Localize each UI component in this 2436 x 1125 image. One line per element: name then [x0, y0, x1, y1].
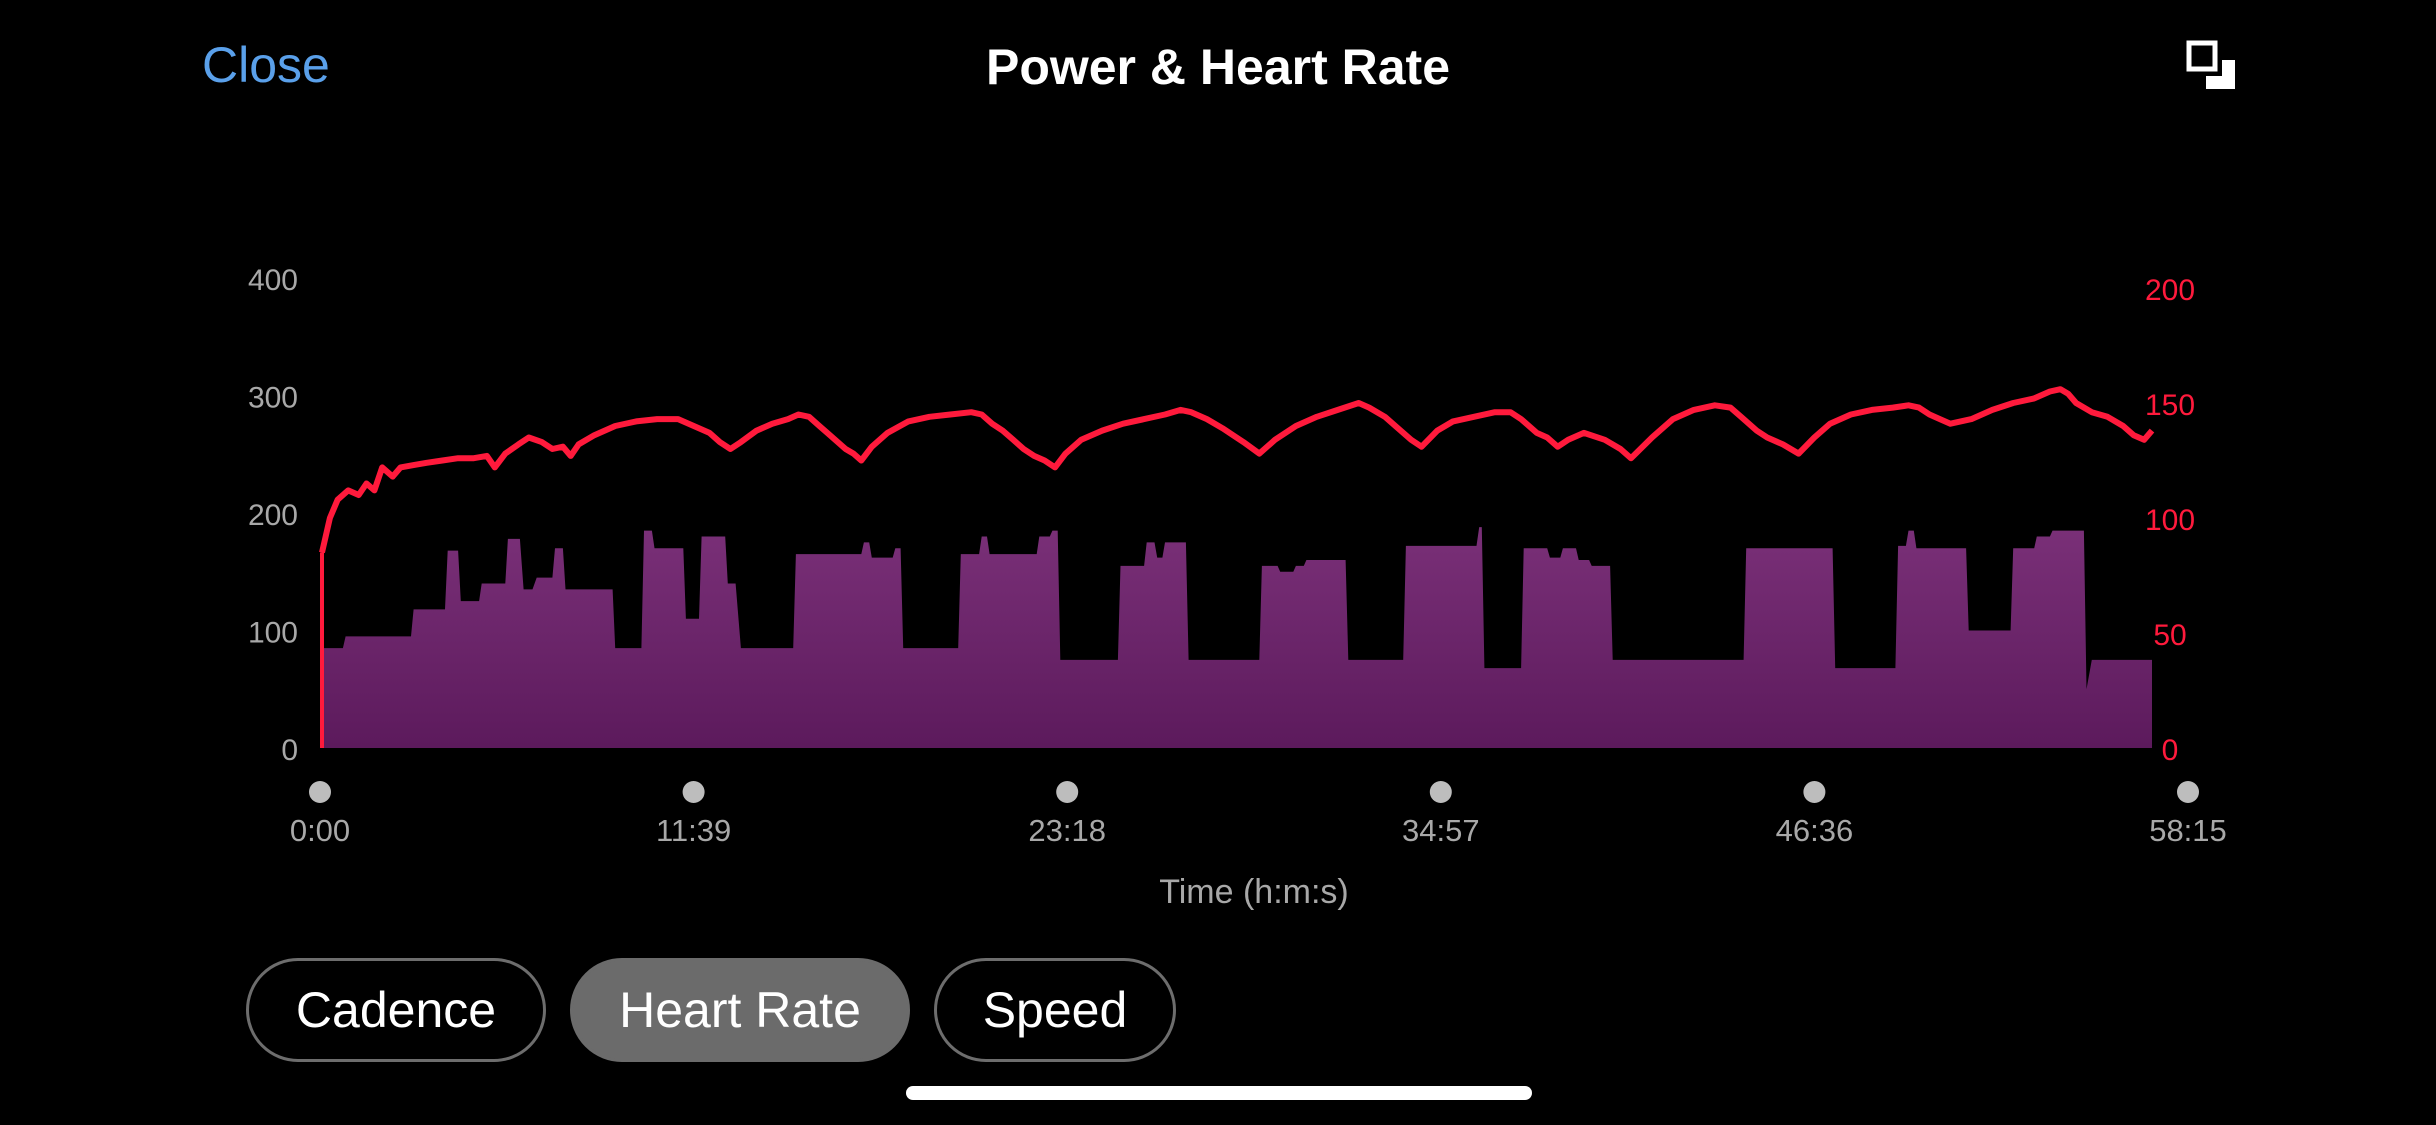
x-scrubber-dot[interactable]	[682, 781, 705, 803]
y-right-tick-label: 0	[2162, 734, 2179, 767]
x-scrubber-dot[interactable]	[1056, 781, 1079, 803]
x-scrubber-dot[interactable]	[1429, 781, 1452, 803]
x-scrubber-dot[interactable]	[309, 781, 331, 803]
heart-rate-toggle-button[interactable]: Heart Rate	[570, 958, 910, 1062]
y-left-tick-label: 0	[281, 734, 298, 767]
close-button[interactable]: Close	[202, 37, 330, 93]
cadence-toggle-button[interactable]: Cadence	[246, 958, 546, 1062]
x-tick-label: 58:15	[2149, 813, 2227, 848]
x-scrubber-dot[interactable]	[2177, 781, 2199, 803]
x-axis-label: Time (h:m:s)	[1159, 873, 1349, 911]
power-area-series	[322, 527, 2152, 748]
heart-rate-line-series	[319, 386, 2155, 554]
home-indicator	[906, 1086, 1532, 1100]
expand-icon[interactable]	[2186, 40, 2238, 92]
y-left-tick-label: 400	[248, 264, 298, 297]
x-tick-label: 23:18	[1028, 813, 1106, 848]
y-right-tick-label: 200	[2145, 274, 2195, 307]
y-right-tick-label: 100	[2145, 504, 2195, 537]
y-left-tick-label: 200	[248, 499, 298, 532]
y-left-tick-label: 300	[248, 382, 298, 415]
y-right-tick-label: 150	[2145, 389, 2195, 422]
page-title: Power & Heart Rate	[985, 39, 1451, 95]
x-tick-label: 11:39	[656, 813, 731, 848]
x-tick-label: 34:57	[1402, 813, 1480, 848]
y-right-tick-label: 50	[2153, 619, 2186, 652]
x-tick-label: 0:00	[290, 813, 350, 848]
x-scrubber-dot[interactable]	[1803, 781, 1826, 803]
x-tick-label: 46:36	[1776, 813, 1854, 848]
speed-toggle-button[interactable]: Speed	[934, 958, 1176, 1062]
y-left-tick-label: 100	[248, 617, 298, 650]
